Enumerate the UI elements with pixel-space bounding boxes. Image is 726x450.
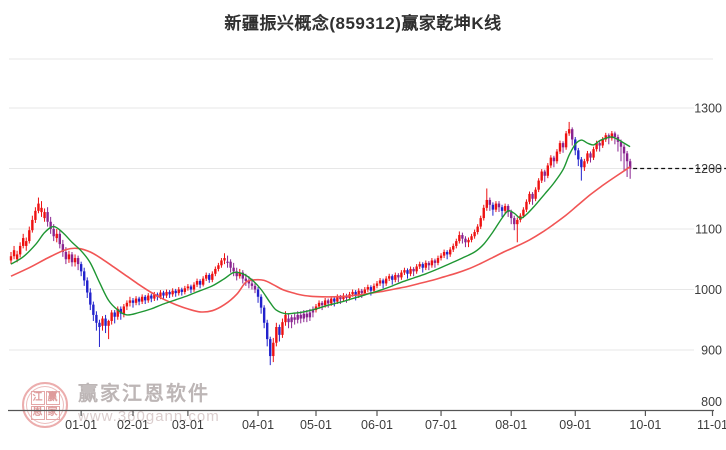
svg-text:02-01: 02-01: [117, 418, 149, 432]
svg-text:07-01: 07-01: [425, 418, 457, 432]
svg-text:1100: 1100: [695, 223, 722, 237]
svg-text:11-01: 11-01: [697, 418, 726, 432]
watermark: 江 赢 恩 家 赢家江恩软件 www.360gann.com: [22, 382, 220, 428]
svg-text:1200: 1200: [694, 162, 722, 176]
seal-char: 赢: [45, 390, 60, 405]
watermark-url: www.360gann.com: [78, 408, 220, 425]
svg-text:1300: 1300: [694, 102, 722, 116]
chart-title: 新疆振兴概念(859312)赢家乾坤K线: [224, 14, 502, 33]
watermark-brand: 赢家江恩软件: [78, 383, 210, 405]
watermark-seal-grid: 江 赢 恩 家: [30, 390, 60, 420]
y-axis-labels: 800 900 1000 1100 1200 1300: [694, 102, 722, 410]
svg-text:800: 800: [701, 395, 722, 409]
svg-text:03-01: 03-01: [172, 418, 204, 432]
svg-text:04-01: 04-01: [242, 418, 274, 432]
svg-text:05-01: 05-01: [300, 418, 332, 432]
svg-text:01-01: 01-01: [65, 418, 97, 432]
watermark-text: 赢家江恩软件 www.360gann.com: [78, 382, 220, 425]
grid-lines: [9, 58, 713, 351]
svg-text:09-01: 09-01: [559, 418, 591, 432]
ma-fast-line: [10, 136, 631, 316]
svg-text:10-01: 10-01: [629, 418, 661, 432]
candles-layer: [9, 121, 632, 366]
seal-char: 恩: [30, 405, 45, 420]
seal-char: 家: [45, 405, 60, 420]
seal-char: 江: [30, 390, 45, 405]
x-axis: 01-01 02-01 03-01 04-01 05-01 06-01 07-01 08-01…: [8, 409, 726, 432]
svg-text:06-01: 06-01: [361, 418, 393, 432]
ma-slow-line: [10, 166, 631, 313]
svg-text:900: 900: [701, 344, 722, 358]
svg-text:1000: 1000: [694, 283, 722, 297]
svg-text:08-01: 08-01: [495, 418, 527, 432]
watermark-seal-icon: 江 赢 恩 家: [22, 382, 68, 428]
